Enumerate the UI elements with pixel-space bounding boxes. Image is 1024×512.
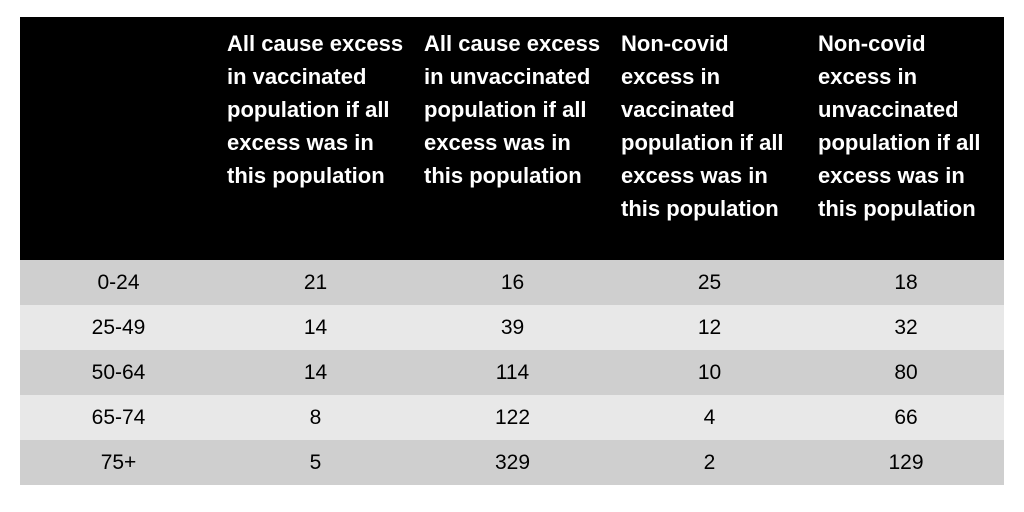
cell-all-cause-vaccinated: 14 [303,360,328,384]
cell-non-covid-vaccinated: 10 [697,360,722,384]
cell-non-covid-unvaccinated: 80 [894,360,918,384]
cell-all-cause-vaccinated: 21 [303,270,328,294]
cell-age-group: 25-49 [91,315,146,339]
table-row: 75+ 5 329 2 129 [20,440,1004,485]
excess-table: All cause excess in vaccinated populatio… [20,17,1004,485]
cell-age-group: 75+ [100,450,137,474]
cell-non-covid-vaccinated: 12 [697,315,722,339]
cell-all-cause-vaccinated: 5 [309,450,322,474]
cell-all-cause-vaccinated: 8 [309,405,322,429]
cell-non-covid-vaccinated: 25 [697,270,722,294]
cell-all-cause-unvaccinated: 122 [494,405,531,429]
table-body: 0-24 21 16 25 18 25-49 14 39 12 32 50-64… [20,260,1004,485]
cell-age-group: 65-74 [91,405,146,429]
header-row: All cause excess in vaccinated populatio… [20,17,1004,260]
table-row: 25-49 14 39 12 32 [20,305,1004,350]
cell-non-covid-unvaccinated: 18 [894,270,918,294]
cell-non-covid-unvaccinated: 66 [894,405,918,429]
cell-age-group: 0-24 [97,270,140,294]
header-non-covid-vaccinated: Non-covid excess in vaccinated populatio… [621,31,784,221]
cell-non-covid-unvaccinated: 129 [888,450,924,474]
cell-non-covid-vaccinated: 2 [703,450,716,474]
cell-all-cause-unvaccinated: 329 [494,450,531,474]
cell-age-group: 50-64 [91,360,146,384]
header-age-group [20,17,217,260]
cell-all-cause-unvaccinated: 16 [500,270,525,294]
table-row: 50-64 14 114 10 80 [20,350,1004,395]
cell-all-cause-vaccinated: 14 [303,315,328,339]
excess-table-container: All cause excess in vaccinated populatio… [20,17,1004,485]
table-row: 0-24 21 16 25 18 [20,260,1004,305]
header-non-covid-unvaccinated: Non-covid excess in unvaccinated populat… [818,31,981,221]
table-header: All cause excess in vaccinated populatio… [20,17,1004,260]
header-all-cause-unvaccinated: All cause excess in unvaccinated populat… [424,31,601,188]
table-row: 65-74 8 122 4 66 [20,395,1004,440]
cell-non-covid-vaccinated: 4 [703,405,716,429]
cell-all-cause-unvaccinated: 39 [500,315,525,339]
cell-non-covid-unvaccinated: 32 [894,315,918,339]
header-all-cause-vaccinated: All cause excess in vaccinated populatio… [227,31,404,188]
cell-all-cause-unvaccinated: 114 [495,360,530,384]
